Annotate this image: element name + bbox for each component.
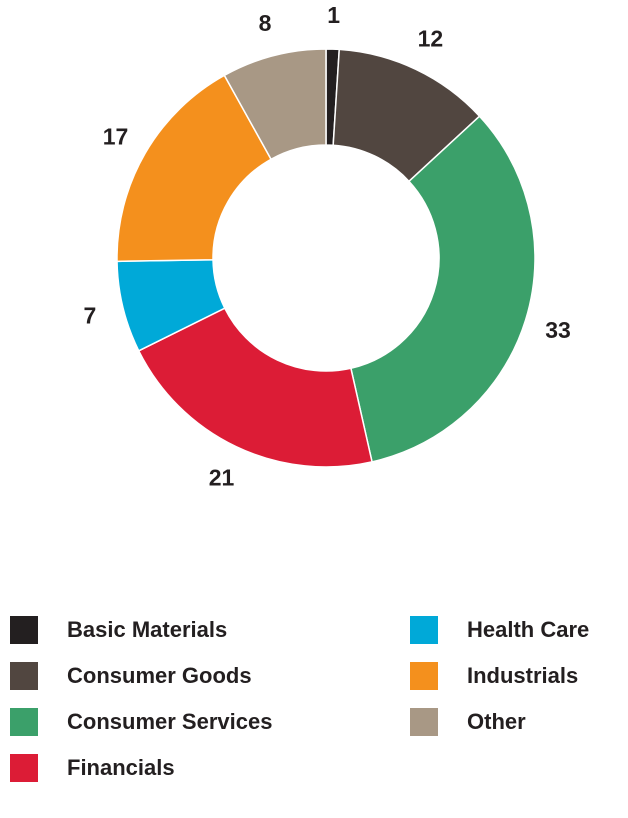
- legend-swatch: [10, 616, 38, 644]
- legend-swatch: [10, 662, 38, 690]
- legend-swatch: [10, 754, 38, 782]
- data-label-other: 8: [259, 10, 272, 36]
- legend-label: Health Care: [467, 617, 589, 643]
- donut-slices: [117, 49, 535, 467]
- donut-chart: 1 12 33 21 7 17 8: [0, 0, 628, 600]
- legend-swatch: [410, 662, 438, 690]
- legend-item-basic-materials: Basic Materials: [10, 612, 227, 648]
- legend-swatch: [410, 708, 438, 736]
- legend-item-financials: Financials: [10, 750, 175, 786]
- data-label-consumer-services: 33: [545, 317, 571, 343]
- legend-label: Industrials: [467, 663, 578, 689]
- legend-label: Consumer Services: [67, 709, 272, 735]
- data-label-financials: 21: [209, 464, 235, 490]
- legend-label: Financials: [67, 755, 175, 781]
- legend-item-industrials: Industrials: [410, 658, 578, 694]
- data-label-consumer-goods: 12: [418, 26, 444, 52]
- legend-label: Basic Materials: [67, 617, 227, 643]
- slice-consumer-services: [351, 116, 535, 462]
- legend-item-consumer-goods: Consumer Goods: [10, 658, 252, 694]
- legend-item-consumer-services: Consumer Services: [10, 704, 272, 740]
- legend-item-health-care: Health Care: [410, 612, 589, 648]
- data-label-basic-materials: 1: [327, 2, 340, 28]
- legend-label: Other: [467, 709, 526, 735]
- legend-swatch: [410, 616, 438, 644]
- data-label-industrials: 17: [103, 124, 129, 150]
- legend: Basic Materials Consumer Goods Consumer …: [10, 612, 628, 818]
- legend-item-other: Other: [410, 704, 526, 740]
- data-label-health-care: 7: [83, 302, 96, 328]
- legend-label: Consumer Goods: [67, 663, 252, 689]
- legend-swatch: [10, 708, 38, 736]
